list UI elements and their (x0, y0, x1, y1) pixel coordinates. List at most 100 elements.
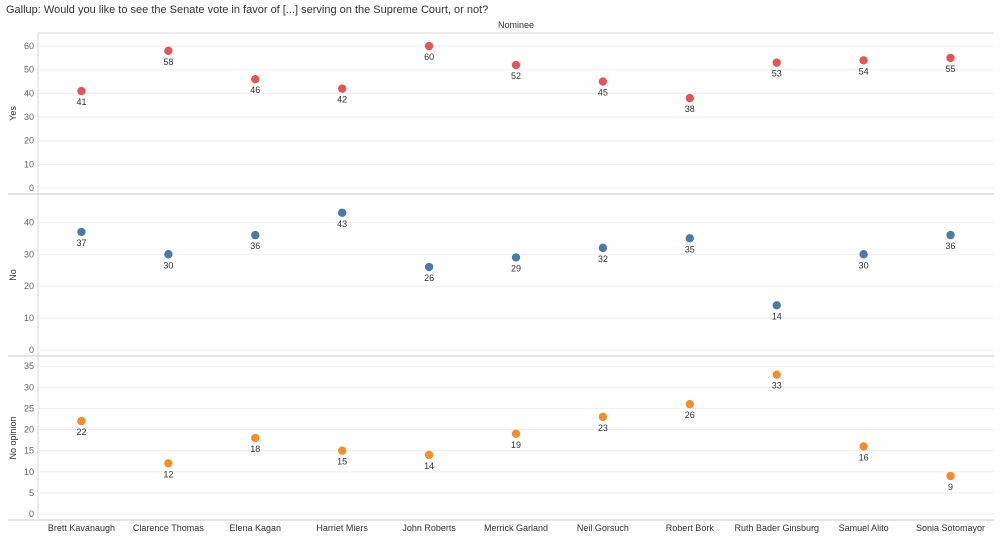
yes-point-john-roberts[interactable] (424, 41, 434, 51)
no-opinion-tick-label: 0 (29, 509, 34, 519)
no-opinion-tick-label: 10 (24, 467, 34, 477)
yes-data-label: 60 (424, 52, 434, 62)
x-tick-label-sonia-sotomayor: Sonia Sotomayor (916, 523, 985, 533)
no-opinion-tick-label: 25 (24, 403, 34, 413)
no-data-label: 30 (163, 260, 173, 270)
no-row-label: No (8, 269, 18, 281)
no-data-label: 26 (424, 273, 434, 283)
no-opinion-tick-label: 15 (24, 446, 34, 456)
yes-tick-label: 30 (24, 112, 34, 122)
no-data-label: 29 (511, 263, 521, 273)
yes-tick-label: 40 (24, 88, 34, 98)
chart-title: Gallup: Would you like to see the Senate… (6, 4, 489, 16)
no-opinion-point-brett-kavanaugh[interactable] (77, 416, 86, 426)
no-opinion-point-clarence-thomas[interactable] (164, 459, 173, 468)
yes-data-label: 45 (598, 88, 608, 98)
no-tick-label: 20 (24, 281, 34, 291)
yes-tick-label: 50 (24, 65, 34, 75)
no-point-harriet-miers[interactable] (337, 208, 347, 217)
no-opinion-data-label: 9 (948, 482, 953, 492)
x-tick-label-robert-bork: Robert Bork (666, 523, 715, 533)
no-point-robert-bork[interactable] (685, 234, 695, 243)
yes-tick-label: 10 (24, 159, 34, 169)
x-tick-label-harriet-miers: Harriet Miers (316, 523, 368, 533)
x-tick-label-brett-kavanaugh: Brett Kavanaugh (48, 523, 115, 533)
yes-point-neil-gorsuch[interactable] (598, 77, 608, 86)
no-opinion-data-label: 14 (424, 461, 434, 471)
x-tick-label-neil-gorsuch: Neil Gorsuch (577, 523, 629, 533)
no-data-label: 36 (946, 241, 956, 251)
no-data-label: 43 (337, 219, 347, 229)
no-opinion-point-ruth-bader-ginsburg[interactable] (772, 370, 781, 379)
x-tick-label-john-roberts: John Roberts (402, 523, 456, 533)
no-point-neil-gorsuch[interactable] (598, 243, 608, 253)
no-opinion-data-label: 15 (337, 457, 347, 467)
no-data-label: 30 (859, 260, 869, 270)
yes-data-label: 38 (685, 104, 695, 114)
no-opinion-tick-label: 30 (24, 382, 34, 392)
no-data-label: 32 (598, 254, 608, 264)
no-opinion-tick-label: 20 (24, 425, 34, 435)
no-point-sonia-sotomayor[interactable] (946, 230, 955, 240)
no-opinion-data-label: 19 (511, 440, 521, 450)
no-opinion-data-label: 23 (598, 423, 608, 433)
yes-data-label: 58 (163, 57, 173, 67)
no-point-clarence-thomas[interactable] (164, 250, 173, 259)
x-tick-label-merrick-garland: Merrick Garland (484, 523, 548, 533)
no-opinion-data-label: 22 (76, 427, 86, 437)
x-tick-label-ruth-bader-ginsburg: Ruth Bader Ginsburg (734, 523, 819, 533)
no-tick-label: 30 (24, 249, 34, 259)
no-opinion-point-merrick-garland[interactable] (511, 429, 521, 438)
no-point-ruth-bader-ginsburg[interactable] (772, 301, 781, 310)
no-opinion-data-label: 12 (163, 469, 173, 479)
yes-tick-label: 0 (29, 183, 34, 193)
no-opinion-tick-label: 5 (29, 488, 34, 498)
no-point-john-roberts[interactable] (424, 262, 434, 272)
no-opinion-data-label: 33 (772, 381, 782, 391)
no-data-label: 35 (685, 244, 695, 254)
yes-data-label: 53 (772, 69, 782, 79)
no-tick-label: 0 (29, 345, 34, 355)
no-data-label: 36 (250, 241, 260, 251)
yes-point-clarence-thomas[interactable] (164, 46, 173, 56)
no-opinion-point-john-roberts[interactable] (424, 450, 434, 460)
no-data-label: 14 (772, 311, 782, 321)
no-tick-label: 40 (24, 217, 34, 227)
column-header: Nominee (498, 20, 534, 30)
yes-data-label: 52 (511, 71, 521, 81)
yes-point-ruth-bader-ginsburg[interactable] (772, 58, 781, 67)
yes-point-elena-kagan[interactable] (251, 75, 260, 84)
yes-row-label: Yes (8, 106, 18, 121)
yes-data-label: 54 (859, 66, 869, 76)
yes-point-harriet-miers[interactable] (337, 84, 347, 93)
no-opinion-point-samuel-alito[interactable] (859, 442, 868, 451)
no-opinion-data-label: 16 (859, 452, 869, 462)
no-point-elena-kagan[interactable] (251, 230, 260, 240)
no-point-samuel-alito[interactable] (859, 250, 868, 259)
no-opinion-point-neil-gorsuch[interactable] (598, 412, 608, 422)
yes-tick-label: 60 (24, 41, 34, 51)
no-opinion-row-label: No opinion (8, 416, 18, 459)
x-tick-label-samuel-alito: Samuel Alito (839, 523, 889, 533)
no-tick-label: 10 (24, 313, 34, 323)
no-opinion-point-sonia-sotomayor[interactable] (946, 471, 955, 481)
no-opinion-tick-label: 35 (24, 361, 34, 371)
yes-point-samuel-alito[interactable] (859, 56, 868, 65)
yes-point-merrick-garland[interactable] (511, 60, 521, 70)
no-opinion-point-robert-bork[interactable] (685, 400, 695, 409)
no-opinion-data-label: 18 (250, 444, 260, 454)
no-opinion-point-elena-kagan[interactable] (251, 433, 260, 443)
yes-point-brett-kavanaugh[interactable] (77, 86, 86, 96)
no-opinion-data-label: 26 (685, 410, 695, 420)
yes-point-sonia-sotomayor[interactable] (946, 53, 955, 63)
yes-point-robert-bork[interactable] (685, 93, 695, 103)
no-data-label: 37 (76, 238, 86, 248)
no-opinion-point-harriet-miers[interactable] (337, 446, 347, 455)
yes-tick-label: 20 (24, 136, 34, 146)
yes-data-label: 42 (337, 95, 347, 105)
no-point-merrick-garland[interactable] (511, 253, 521, 262)
yes-data-label: 46 (250, 85, 260, 95)
x-tick-label-elena-kagan: Elena Kagan (229, 523, 281, 533)
no-point-brett-kavanaugh[interactable] (77, 227, 86, 237)
